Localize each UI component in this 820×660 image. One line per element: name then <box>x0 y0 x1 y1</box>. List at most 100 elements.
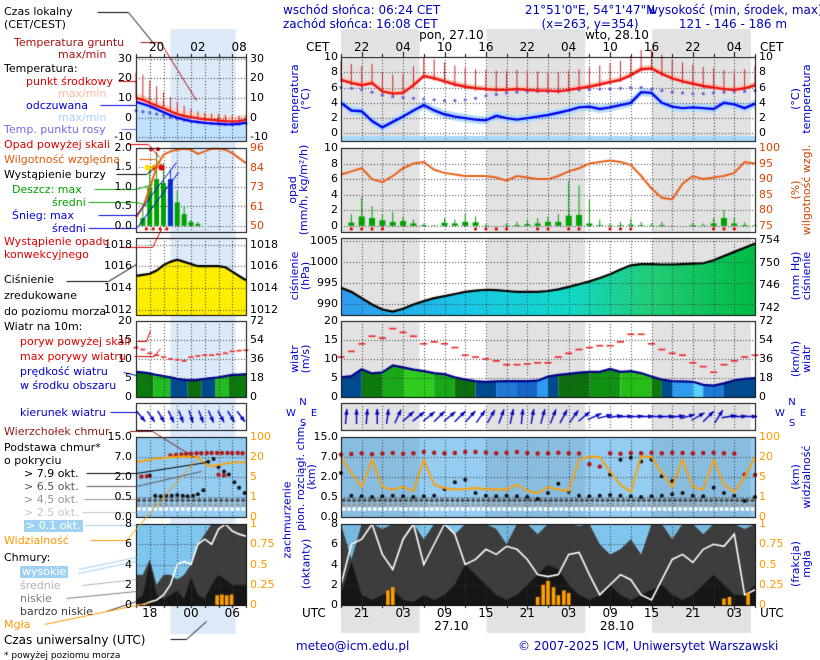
tick-label: 0 <box>250 110 257 124</box>
tick-label: 2 <box>331 111 338 125</box>
time-label-utc: 21 <box>519 606 535 620</box>
axis-title-cisnienie: ciśnienie (hPa) <box>288 251 312 301</box>
date-label: 27.10 <box>434 619 469 633</box>
compass-left: E <box>310 408 318 419</box>
legend-srednie: średnie <box>20 579 61 592</box>
tick-label: 100 <box>250 430 271 443</box>
tick-label: 8 <box>331 517 338 530</box>
time-label-utc: 21 <box>354 606 370 620</box>
tick-label: 0 <box>759 126 766 140</box>
compass-right: S <box>788 418 796 429</box>
tick-label: 18 <box>759 371 773 384</box>
legend-predkosc-2: w środku obszaru <box>20 379 117 392</box>
tick-label: 990 <box>317 297 338 311</box>
time-label-utc: 09 <box>436 606 453 620</box>
axis-title-opad: opad (mm/h, kg/m²/h) <box>286 144 310 236</box>
tick-label: 30 <box>118 51 132 65</box>
altitude-label: wysokość (min, środek, max) <box>648 3 820 17</box>
tick-label: 75 <box>759 218 773 232</box>
tick-label: 1 <box>250 490 257 503</box>
tick-label: 36 <box>250 352 264 365</box>
tick-label: 1.0 <box>114 179 133 193</box>
tick-label: 0.0 <box>114 218 133 232</box>
axis-title-pion-rozciagl: pion. rozciągł. chm. (km) <box>294 423 318 531</box>
tick-label: 2 <box>759 111 766 125</box>
legend-opad-konw-1: Wystąpienie opadu <box>4 235 110 248</box>
tick-label: 1012 <box>104 302 132 316</box>
legend-opad-powyzej: Opad powyżej skali <box>4 138 110 151</box>
tick-label: 73 <box>250 179 264 193</box>
time-label-cet: 16 <box>643 40 660 54</box>
axis-title-wiatr-r: (km/h) wiatr <box>789 340 813 378</box>
tick-label: 15.0 <box>313 430 339 443</box>
legend-czas-lokalny-2: (CET/CEST) <box>4 18 66 31</box>
tick-label: 10 <box>250 91 264 105</box>
legend-widzialnosc: Widzialność <box>4 534 69 547</box>
legend-okt-01: > 0.1 okt. <box>24 519 83 532</box>
tick-label: 95 <box>759 156 773 170</box>
tick-label: 1014 <box>104 280 132 294</box>
tick-label: 1016 <box>104 259 132 273</box>
tick-label: 5 <box>250 470 257 483</box>
legend-podstawa-1: Podstawa chmur* <box>4 441 101 454</box>
tick-label: 6 <box>125 537 132 551</box>
tick-label: 36 <box>759 352 773 365</box>
compass-left: S <box>299 418 307 429</box>
legend-kierunek: kierunek wiatru <box>20 406 106 419</box>
legend-temp-gruntu-maxmin: max/min <box>58 48 107 61</box>
tick-label: 72 <box>250 314 264 327</box>
tick-label: 0.5 <box>114 199 133 213</box>
time-label-utc: 03 <box>561 606 577 620</box>
tick-label: 2.0 <box>114 470 133 483</box>
tick-label: 6 <box>331 537 338 551</box>
sunset-label: zachód słońca: 16:08 CET <box>283 17 438 31</box>
legend-snieg-max: Śnieg: max <box>12 209 74 222</box>
tick-label: 0 <box>759 390 766 403</box>
tick-label: 4 <box>331 95 338 109</box>
tick-label: 20 <box>118 71 132 85</box>
legend-mgla: Mgła <box>4 618 31 631</box>
tick-label: 0.75 <box>250 537 275 551</box>
axis-title-wilgotnosc-r: (%) wilgotność wzgl. <box>789 144 813 236</box>
tick-label: 61 <box>250 200 264 214</box>
tick-label: 5 <box>125 371 132 384</box>
legend-chmury: Chmury: <box>4 551 51 564</box>
time-label-cet-mini: 20 <box>148 40 165 54</box>
tick-label: 6 <box>331 80 338 94</box>
time-label-cet: 22 <box>354 40 370 54</box>
tick-label: 20 <box>250 71 264 85</box>
tick-label: 7.0 <box>114 450 133 463</box>
tick-label: 0 <box>125 390 132 403</box>
tick-label: 0 <box>331 126 338 140</box>
tick-label: 10 <box>118 91 132 105</box>
legend-okt-65: > 6.5 okt. <box>24 480 79 493</box>
contact-email: meteo@icm.edu.pl <box>296 639 410 653</box>
tick-label: 10 <box>324 141 338 154</box>
legend-punkt-rosy: Temp. punktu rosy <box>4 123 106 136</box>
legend-predkosc-1: prędkość wiatru <box>20 365 108 378</box>
tick-label: 84 <box>250 161 264 175</box>
legend-punkt-srodkowy: punkt środkowy <box>26 75 114 88</box>
axis-title-temperatura: temperatura (°C) <box>288 64 312 134</box>
tick-label: 7.0 <box>320 450 339 463</box>
legend-burza: Wystąpienie burzy <box>4 168 106 181</box>
tick-label: 0 <box>331 390 338 403</box>
legend-okt-25: > 2.5 okt. <box>24 506 79 519</box>
compass-right: W <box>775 408 785 419</box>
compass-left: W <box>286 408 296 419</box>
tick-label: 995 <box>317 276 338 290</box>
tick-label: 0.5 <box>320 490 339 503</box>
date-label: 28.10 <box>599 619 635 633</box>
tick-label: 0 <box>250 598 257 611</box>
tick-label: 2 <box>125 577 132 591</box>
tick-label: 1 <box>759 490 766 503</box>
axis-title-wiatr: wiatr (m/s) <box>288 344 312 374</box>
legend-poryw-powyzej: poryw powyżej skali <box>20 335 131 348</box>
cet-corner-left: CET <box>306 40 330 54</box>
tick-label: 754 <box>759 233 780 247</box>
tick-label: 746 <box>759 278 780 292</box>
tick-label: 1014 <box>250 280 278 294</box>
time-label-utc: 21 <box>685 606 701 620</box>
copyright: © 2007-2025 ICM, Uniwersytet Warszawski <box>518 639 779 653</box>
legend-deszcz-sredni: średni <box>52 196 86 209</box>
